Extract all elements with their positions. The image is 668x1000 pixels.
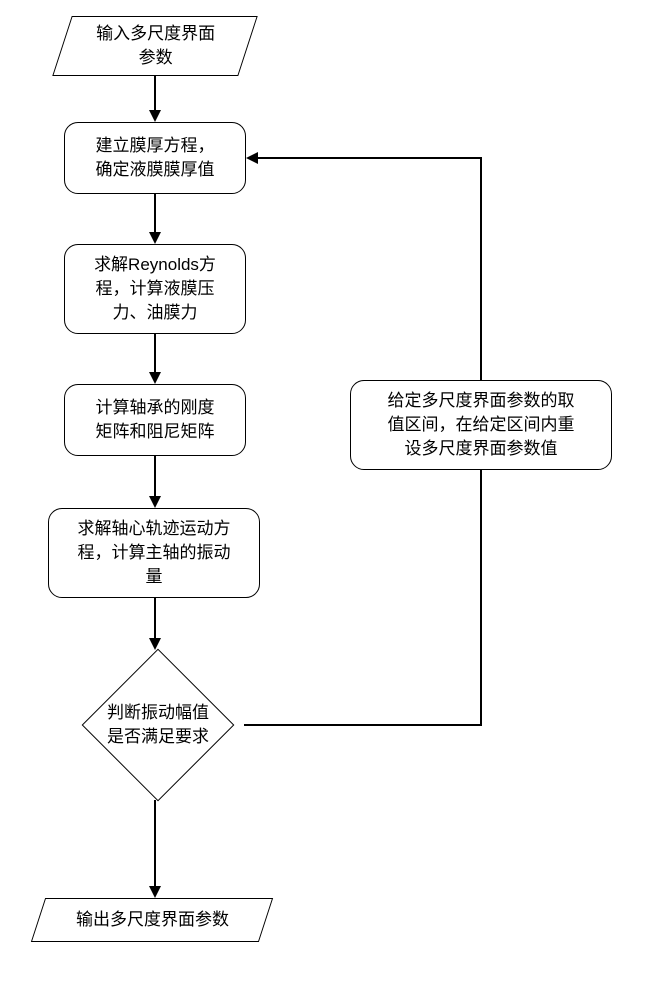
node-p3: 计算轴承的刚度矩阵和阻尼矩阵 bbox=[64, 384, 246, 456]
node-output-label: 输出多尺度界面参数 bbox=[76, 908, 229, 932]
node-p3-label: 计算轴承的刚度矩阵和阻尼矩阵 bbox=[96, 396, 215, 444]
edge-p2-p3 bbox=[154, 334, 156, 374]
edge-p3-p4 bbox=[154, 456, 156, 498]
node-p1-label: 建立膜厚方程，确定液膜膜厚值 bbox=[96, 134, 215, 182]
flowchart-container: 输入多尺度界面参数 建立膜厚方程，确定液膜膜厚值 求解Reynolds方程，计算… bbox=[0, 0, 668, 1000]
node-p2-label: 求解Reynolds方程，计算液膜压力、油膜力 bbox=[94, 253, 216, 324]
node-decision-label: 判断振动幅值是否满足要求 bbox=[70, 650, 246, 800]
node-p4: 求解轴心轨迹运动方程，计算主轴的振动量 bbox=[48, 508, 260, 598]
edge-p4-decision-head bbox=[149, 638, 161, 650]
node-p4-label: 求解轴心轨迹运动方程，计算主轴的振动量 bbox=[78, 517, 231, 588]
edge-p3-p4-head bbox=[149, 496, 161, 508]
edge-decision-output-head bbox=[149, 886, 161, 898]
edge-decision-p5-v bbox=[480, 470, 482, 726]
node-output: 输出多尺度界面参数 bbox=[31, 898, 273, 942]
node-input-label: 输入多尺度界面参数 bbox=[96, 22, 215, 70]
edge-p2-p3-head bbox=[149, 372, 161, 384]
edge-decision-output bbox=[154, 800, 156, 888]
node-p5: 给定多尺度界面参数的取值区间，在给定区间内重设多尺度界面参数值 bbox=[350, 380, 612, 470]
edge-p5-p1-head bbox=[246, 152, 258, 164]
edge-p5-p1-v bbox=[480, 158, 482, 380]
edge-p1-p2-head bbox=[149, 232, 161, 244]
edge-input-p1 bbox=[154, 76, 156, 112]
node-p5-label: 给定多尺度界面参数的取值区间，在给定区间内重设多尺度界面参数值 bbox=[388, 389, 575, 460]
edge-input-p1-head bbox=[149, 110, 161, 122]
edge-p1-p2 bbox=[154, 194, 156, 234]
edge-decision-p5-h bbox=[244, 724, 482, 726]
edge-p4-decision bbox=[154, 598, 156, 640]
node-p2: 求解Reynolds方程，计算液膜压力、油膜力 bbox=[64, 244, 246, 334]
node-decision: 判断振动幅值是否满足要求 bbox=[70, 650, 246, 800]
node-p1: 建立膜厚方程，确定液膜膜厚值 bbox=[64, 122, 246, 194]
node-input: 输入多尺度界面参数 bbox=[52, 16, 257, 76]
edge-p5-p1-h bbox=[258, 157, 482, 159]
